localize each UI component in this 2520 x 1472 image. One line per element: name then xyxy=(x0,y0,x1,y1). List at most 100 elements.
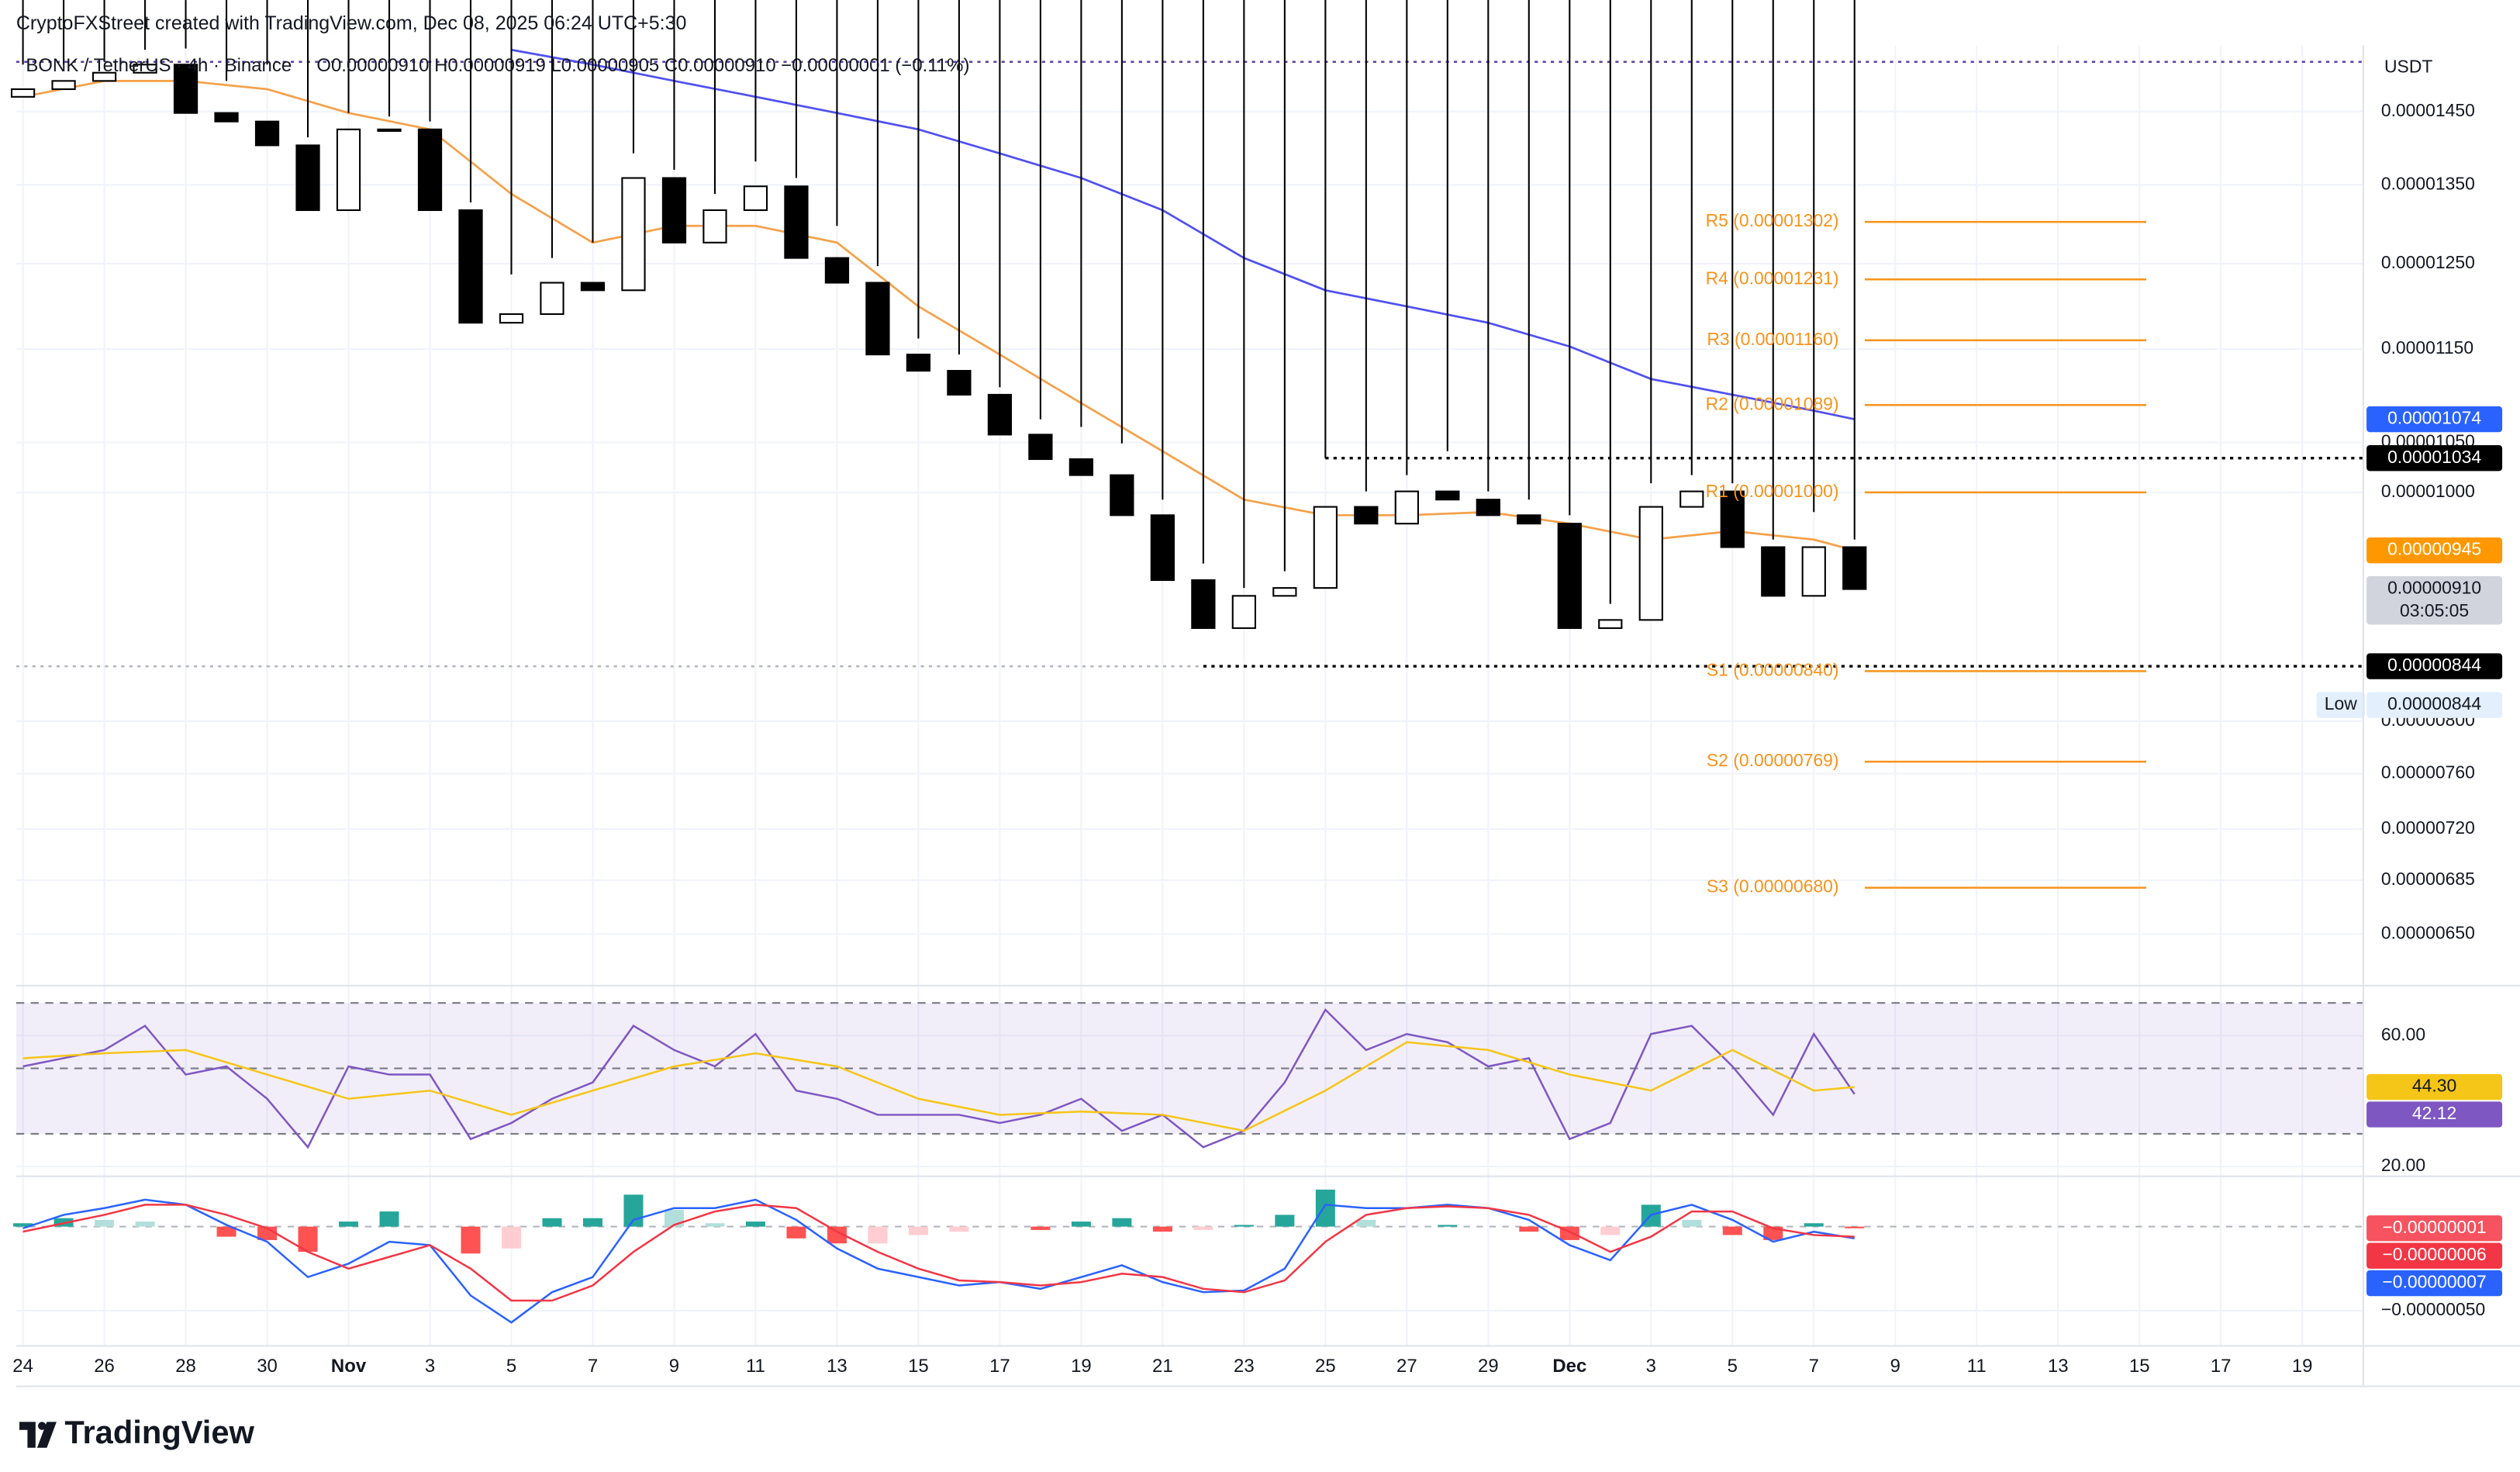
x-tick-label: Nov xyxy=(331,1356,367,1377)
candle-body xyxy=(91,71,117,82)
candle-body xyxy=(1394,490,1419,525)
layer xyxy=(16,45,2363,1346)
candle-body xyxy=(743,185,768,212)
candle-body xyxy=(377,128,402,132)
macd-line xyxy=(22,1204,1855,1302)
price-tag-label: 0.00001074 xyxy=(2387,408,2481,428)
candle-body xyxy=(1557,523,1582,629)
low-tag-label: 0.00000844 xyxy=(2387,693,2481,714)
price-tag xyxy=(2366,537,2503,564)
countdown: 03:05:05 xyxy=(2400,600,2469,620)
logo-icon xyxy=(36,1422,57,1448)
candle-body xyxy=(1191,579,1216,629)
layer: BONK / TetherUS · 4h · Binance O0.0000091… xyxy=(12,55,2503,1377)
candle-body xyxy=(540,282,564,316)
candle-body xyxy=(1150,514,1175,582)
price-tag xyxy=(2366,445,2503,472)
macd-histogram-bar xyxy=(1438,1225,1458,1227)
unit-label: USDT xyxy=(2384,57,2432,77)
macd-histogram-bar xyxy=(1600,1226,1621,1235)
price-tag-label: −0.00000007 xyxy=(2382,1272,2486,1292)
pivot-label: S1 (0.00000840) xyxy=(1707,659,1839,679)
macd-histogram-bar xyxy=(461,1226,481,1254)
price-tag xyxy=(2366,1270,2503,1297)
candle-body xyxy=(499,313,524,324)
macd-histogram-bar xyxy=(623,1194,644,1227)
x-tick-label: 29 xyxy=(1478,1356,1499,1377)
candle-body xyxy=(51,80,76,91)
candle-body xyxy=(1720,490,1745,548)
candle-body xyxy=(1476,499,1500,517)
candle-body xyxy=(1638,506,1663,621)
x-tick-label: 30 xyxy=(257,1356,278,1377)
candle-body xyxy=(1598,619,1623,629)
y-tick-label: 0.00001150 xyxy=(2381,337,2473,358)
y-tick-label: −0.00000050 xyxy=(2381,1299,2485,1319)
x-tick-label: 7 xyxy=(1809,1356,1819,1377)
macd-histogram-bar xyxy=(501,1226,521,1249)
price-tag-label: 0.00001034 xyxy=(2387,447,2481,467)
y-tick-label: 0.00001350 xyxy=(2381,173,2475,193)
macd-histogram-bar xyxy=(1234,1225,1254,1227)
macd-histogram-bar xyxy=(1275,1215,1295,1227)
candle-body xyxy=(580,282,606,292)
macd-histogram-bar xyxy=(13,1223,33,1227)
candle-body xyxy=(336,128,361,212)
macd-histogram-bar xyxy=(1682,1219,1702,1227)
x-tick-label: 26 xyxy=(94,1356,115,1377)
x-tick-label: 7 xyxy=(588,1356,598,1377)
macd-histogram-bar xyxy=(216,1226,236,1237)
candle-body xyxy=(947,370,972,396)
x-tick-label: 21 xyxy=(1152,1356,1173,1377)
macd-histogram-bar xyxy=(1315,1189,1335,1227)
candle-body xyxy=(254,120,280,147)
macd-histogram-bar xyxy=(868,1226,888,1244)
macd-line xyxy=(22,1198,1855,1324)
candle-body xyxy=(417,128,443,212)
macd-histogram-bar xyxy=(542,1218,562,1227)
x-tick-label: 5 xyxy=(1728,1356,1738,1377)
macd-histogram-bar xyxy=(1845,1226,1865,1228)
candle-body xyxy=(824,257,850,284)
macd-histogram-bar xyxy=(1356,1219,1376,1227)
candle-body xyxy=(865,282,890,356)
macd-histogram-bar xyxy=(1804,1223,1824,1227)
y-tick-label: 60.00 xyxy=(2381,1024,2425,1044)
macd-histogram-bar xyxy=(827,1226,847,1244)
y-tick-label: 0.00000720 xyxy=(2381,817,2475,838)
x-tick-label: 5 xyxy=(506,1356,516,1377)
candle-body xyxy=(458,209,483,324)
macd-histogram-bar xyxy=(135,1221,155,1227)
price-tag-label: 0.00000945 xyxy=(2387,539,2481,559)
x-tick-label: 3 xyxy=(425,1356,435,1377)
pivot-label: R4 (0.00001231) xyxy=(1706,268,1839,288)
x-tick-label: 13 xyxy=(827,1356,847,1377)
x-tick-label: 15 xyxy=(908,1356,929,1377)
pivot-label: R2 (0.00001089) xyxy=(1706,393,1839,413)
candle-body xyxy=(702,209,727,244)
price-tag-label: 44.30 xyxy=(2412,1076,2456,1096)
legend-ohlc: O0.00000910 H0.00000919 L0.00000905 C0.0… xyxy=(316,55,969,76)
candle-body xyxy=(1068,458,1094,476)
rsi-line xyxy=(22,1041,1855,1132)
macd-histogram-bar xyxy=(95,1219,115,1227)
x-tick-label: 19 xyxy=(2292,1356,2313,1377)
price-tag xyxy=(2366,1073,2503,1101)
candle-body xyxy=(987,393,1013,436)
y-tick-label: 0.00001250 xyxy=(2381,252,2475,272)
y-tick-label: 0.00000685 xyxy=(2381,869,2475,889)
candle-body xyxy=(133,64,157,74)
candle-body xyxy=(10,88,36,98)
legend-symbol: BONK / TetherUS · 4h · Binance xyxy=(26,55,292,76)
macd-histogram-bar xyxy=(745,1221,765,1227)
candle-body xyxy=(661,177,687,244)
x-tick-label: 11 xyxy=(1967,1356,1987,1377)
x-tick-label: 11 xyxy=(746,1356,765,1377)
macd-histogram-bar xyxy=(1193,1226,1213,1230)
pivot-label: R1 (0.00001000) xyxy=(1706,481,1839,501)
candle-body xyxy=(295,144,320,212)
candle-body xyxy=(1028,434,1053,461)
macd-histogram-bar xyxy=(339,1221,359,1227)
